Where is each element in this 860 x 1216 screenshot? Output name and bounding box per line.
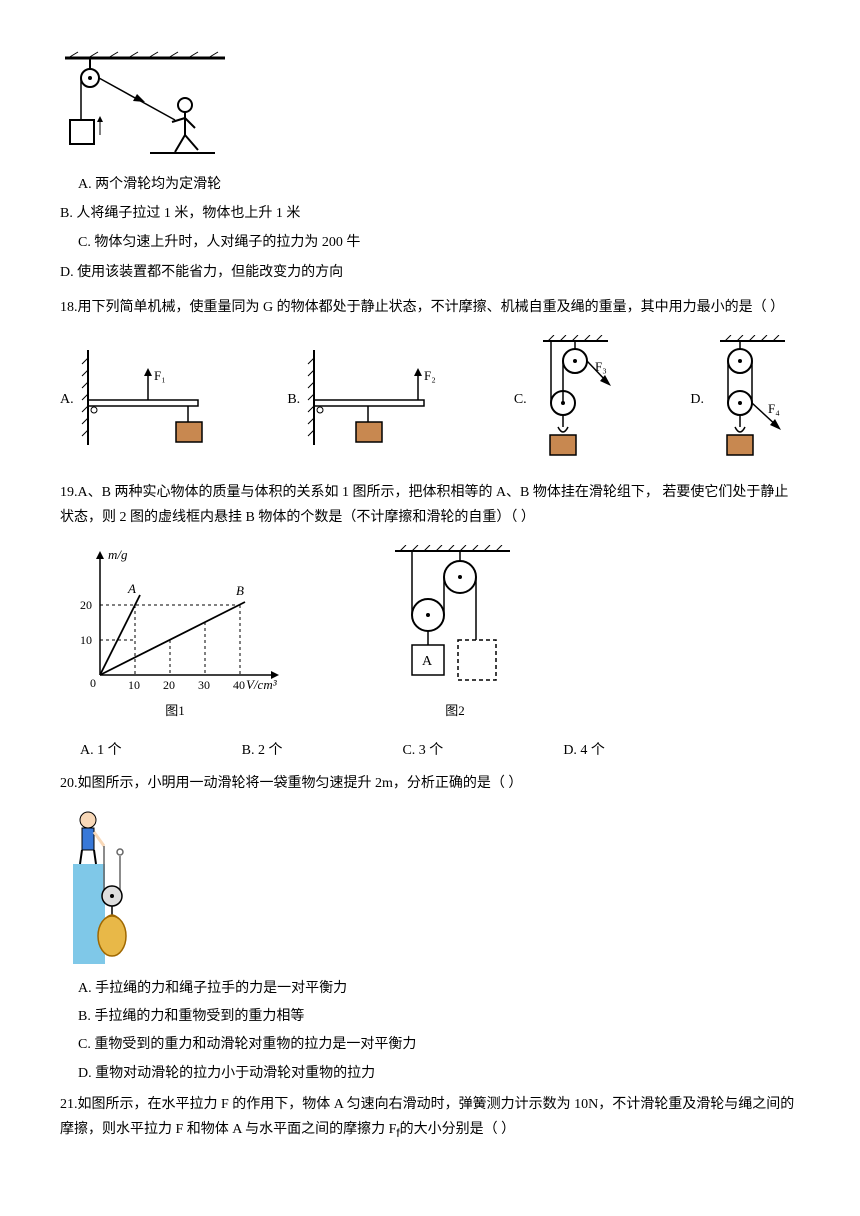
chart-y-label: m/g bbox=[108, 547, 128, 562]
q20-figure bbox=[70, 806, 800, 966]
q18-option-a: A. F₁ bbox=[60, 350, 220, 450]
chart-caption-2: 图2 bbox=[380, 699, 530, 722]
q21-text: 21.如图所示，在水平拉力 F 的作用下，物体 A 匀速向右滑动时，弹簧测力计示… bbox=[60, 1092, 800, 1144]
q19-option-d: D. 4 个 bbox=[563, 738, 605, 763]
q19-option-c: C. 3 个 bbox=[402, 738, 443, 763]
q18-option-d: D. F₄ bbox=[690, 335, 800, 465]
q18-option-c: C. F₃ bbox=[514, 335, 623, 465]
q17-options: A. 两个滑轮均为定滑轮 B. 人将绳子拉过 1 米，物体也上升 1 米 C. … bbox=[60, 170, 800, 287]
force-f1-label: F₁ bbox=[154, 368, 166, 383]
lever-b-diagram: F₂ bbox=[306, 350, 446, 450]
q19-pulley-diagram: A 图2 bbox=[380, 545, 530, 722]
chart-xtick-20: 20 bbox=[163, 678, 175, 692]
chart-ytick-20: 20 bbox=[80, 598, 92, 612]
q19-option-b: B. 2 个 bbox=[242, 738, 283, 763]
q21-text-part2: 的大小分别是（ ） bbox=[400, 1122, 516, 1137]
force-f4-label: F₄ bbox=[768, 401, 780, 416]
q18-text: 18.用下列简单机械，使重量同为 G 的物体都处于静止状态，不计摩擦、机械自重及… bbox=[60, 295, 800, 320]
chart-xtick-10: 10 bbox=[128, 678, 140, 692]
q19-options: A. 1 个 B. 2 个 C. 3 个 D. 4 个 bbox=[80, 738, 800, 763]
q20-option-c: C. 重物受到的重力和动滑轮对重物的拉力是一对平衡力 bbox=[60, 1032, 800, 1057]
q17-figure bbox=[60, 50, 800, 160]
q19-option-a: A. 1 个 bbox=[80, 738, 122, 763]
q18-options-row: A. F₁ B. bbox=[60, 335, 800, 465]
chart-x-label: V/cm³ bbox=[246, 677, 278, 692]
chart-ytick-10: 10 bbox=[80, 633, 92, 647]
chart-line-b-label: B bbox=[236, 583, 244, 598]
q18-label-b: B. bbox=[287, 387, 300, 412]
chart-caption-1: 图1 bbox=[60, 699, 290, 722]
chart-xtick-40: 40 bbox=[233, 678, 245, 692]
q20-text: 20.如图所示，小明用一动滑轮将一袋重物匀速提升 2m，分析正确的是（ ） bbox=[60, 771, 800, 796]
box-a-label: A bbox=[422, 654, 433, 669]
q17-option-a: A. 两个滑轮均为定滑轮 bbox=[78, 170, 448, 199]
chart-origin: 0 bbox=[90, 676, 96, 690]
q18-label-d: D. bbox=[690, 387, 704, 412]
q17-option-b: B. 人将绳子拉过 1 米，物体也上升 1 米 bbox=[60, 199, 430, 228]
pulley-person-diagram bbox=[60, 50, 230, 160]
q19-figures: m/g V/cm³ 10 20 0 10 20 30 40 A bbox=[60, 545, 800, 722]
q17-option-c: C. 物体匀速上升时，人对绳子的拉力为 200 牛 bbox=[78, 228, 448, 257]
q19-text: 19.A、B 两种实心物体的质量与体积的关系如 1 图所示，把体积相等的 A、B… bbox=[60, 480, 800, 530]
force-f3-label: F₃ bbox=[595, 359, 607, 374]
q17-option-d: D. 使用该装置都不能省力，但能改变力的方向 bbox=[60, 258, 430, 287]
pulley-c-diagram: F₃ bbox=[533, 335, 623, 465]
q20-option-b: B. 手拉绳的力和重物受到的重力相等 bbox=[60, 1004, 800, 1029]
chart-xtick-30: 30 bbox=[198, 678, 210, 692]
q18-label-a: A. bbox=[60, 387, 74, 412]
chart-line-a-label: A bbox=[127, 581, 136, 596]
q19-chart: m/g V/cm³ 10 20 0 10 20 30 40 A bbox=[60, 545, 290, 722]
q18-label-c: C. bbox=[514, 387, 527, 412]
q20-option-d: D. 重物对动滑轮的拉力小于动滑轮对重物的拉力 bbox=[60, 1061, 800, 1086]
q18-option-b: B. F₂ bbox=[287, 350, 446, 450]
pulley-d-diagram: F₄ bbox=[710, 335, 800, 465]
force-f2-label: F₂ bbox=[424, 368, 436, 383]
q20-option-a: A. 手拉绳的力和绳子拉手的力是一对平衡力 bbox=[60, 976, 800, 1001]
lever-a-diagram: F₁ bbox=[80, 350, 220, 450]
